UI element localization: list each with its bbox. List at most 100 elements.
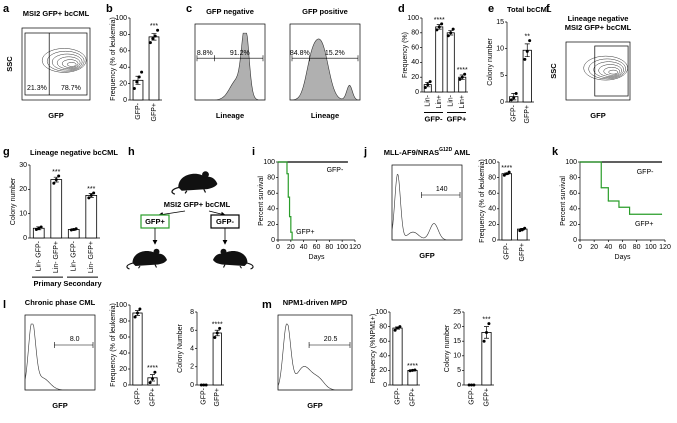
y-axis-label: Percent survival xyxy=(560,176,567,226)
x-tick-label: 80 xyxy=(325,244,333,251)
data-point xyxy=(135,80,139,84)
y-tick-label: 0 xyxy=(123,382,127,389)
x-tick-label: 60 xyxy=(619,244,627,251)
plot-frame xyxy=(565,41,631,101)
mouse-icon xyxy=(213,248,254,270)
x-tick-label: 120 xyxy=(659,244,671,251)
category-label: Lin- GFP+ xyxy=(53,241,60,273)
significance: **** xyxy=(147,365,158,372)
significance: **** xyxy=(501,165,512,172)
data-point xyxy=(507,170,511,174)
data-point xyxy=(37,226,41,230)
data-point xyxy=(34,227,38,231)
chart-title: Total bcCML xyxy=(507,5,552,14)
chart-title: Lineage negative bcCML xyxy=(30,148,118,157)
y-tick-label: 0 xyxy=(415,89,419,96)
mouse-feet xyxy=(138,264,158,269)
contour xyxy=(603,67,620,76)
data-point xyxy=(440,22,444,26)
x-tick-label: 20 xyxy=(287,244,295,251)
category-label: GFP+ xyxy=(214,388,221,406)
x-tick-label: 20 xyxy=(590,244,598,251)
bar xyxy=(501,173,512,241)
category-label: Lin+ xyxy=(459,95,466,108)
data-point xyxy=(72,227,76,231)
data-point xyxy=(218,326,222,330)
category-label: GFP+ xyxy=(409,388,416,406)
x-axis-label: GFP xyxy=(419,251,434,260)
data-point xyxy=(87,196,91,200)
y-tick-label: 60 xyxy=(119,334,127,341)
panel-label: h xyxy=(128,146,135,158)
y-axis-label: Frequency (%NPM1+) xyxy=(370,314,377,383)
panel-label: g xyxy=(3,146,10,158)
plot-frame xyxy=(24,314,96,391)
data-point xyxy=(485,330,488,334)
category-label: GFP+ xyxy=(524,105,531,123)
survival-step xyxy=(290,231,293,241)
data-point xyxy=(426,83,430,87)
mouse-tail xyxy=(246,262,254,270)
data-point xyxy=(528,39,532,43)
group-label: GFP+ xyxy=(447,114,467,123)
y-tick-label: 40 xyxy=(119,350,127,357)
y-tick-label: 20 xyxy=(411,74,419,81)
y-tick-label: 80 xyxy=(411,30,419,37)
data-point xyxy=(213,336,217,340)
category-label: GFP- xyxy=(135,102,142,119)
category-label: Lin- xyxy=(448,94,455,106)
data-point xyxy=(140,70,144,74)
contour xyxy=(598,64,622,77)
y-tick-label: 20 xyxy=(379,367,387,374)
contour xyxy=(46,50,85,72)
series-label: GFP+ xyxy=(296,229,314,236)
chart-title: Lineage negative xyxy=(568,14,629,23)
data-point xyxy=(411,368,414,372)
series-label: GFP- xyxy=(327,167,344,174)
y-tick-label: 5 xyxy=(500,72,504,79)
data-point xyxy=(148,381,152,385)
chart-title: GFP positive xyxy=(302,7,348,16)
x-tick-label: 40 xyxy=(300,244,308,251)
bar xyxy=(435,26,444,93)
bar xyxy=(148,36,160,101)
data-point xyxy=(137,75,141,79)
x-tick-label: 0 xyxy=(276,244,280,251)
data-point xyxy=(153,34,157,38)
data-point xyxy=(156,28,160,32)
survival-step xyxy=(277,161,288,175)
data-point xyxy=(138,307,142,311)
plot-frame xyxy=(391,164,463,241)
y-tick-label: 25 xyxy=(453,309,461,316)
y-tick-label: 60 xyxy=(488,190,496,197)
mouse-body xyxy=(213,251,248,266)
data-point xyxy=(74,227,78,231)
x-tick-label: 120 xyxy=(349,244,361,251)
significance: *** xyxy=(150,23,158,30)
contour xyxy=(56,56,81,70)
data-point xyxy=(520,228,524,232)
y-tick-label: 20 xyxy=(119,80,127,87)
survival-step xyxy=(600,187,609,202)
histogram-curve xyxy=(277,323,352,391)
arrow xyxy=(158,210,186,217)
bar xyxy=(407,369,418,386)
x-axis-label: GFP xyxy=(590,111,605,120)
data-point xyxy=(151,377,154,381)
data-point xyxy=(396,326,399,330)
data-point xyxy=(204,383,208,387)
histogram-curve xyxy=(195,32,266,101)
contour xyxy=(51,53,83,71)
category-label: GFP+ xyxy=(151,103,158,121)
bar xyxy=(212,332,222,386)
data-point xyxy=(136,311,139,315)
gate-label: 21.3% xyxy=(27,85,47,92)
data-point xyxy=(54,178,58,182)
category-label: GFP- xyxy=(504,242,511,259)
data-point xyxy=(202,383,206,387)
x-axis-label: GFP xyxy=(48,111,63,120)
x-tick-label: 0 xyxy=(578,244,582,251)
panel-label: m xyxy=(262,299,272,311)
significance: *** xyxy=(52,169,60,176)
significance: **** xyxy=(407,363,418,370)
